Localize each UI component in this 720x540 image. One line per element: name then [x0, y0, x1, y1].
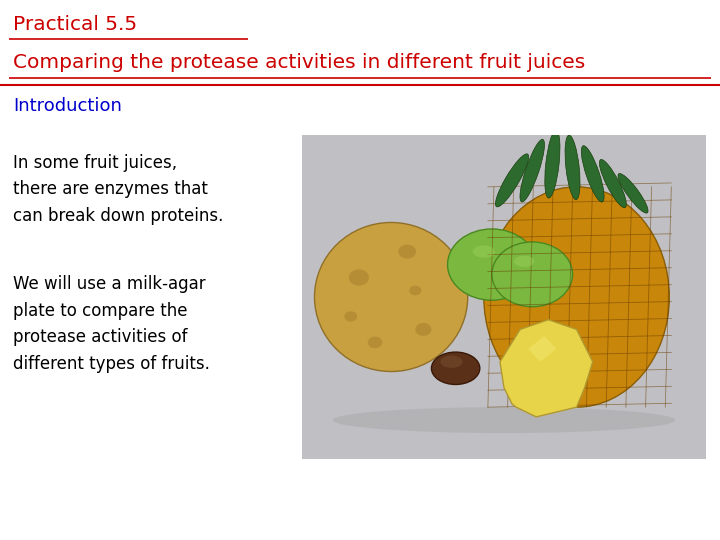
Ellipse shape	[599, 159, 626, 208]
Text: Comparing the protease activities in different fruit juices: Comparing the protease activities in dif…	[13, 52, 585, 71]
Ellipse shape	[520, 139, 544, 202]
Ellipse shape	[315, 222, 468, 372]
Polygon shape	[500, 320, 593, 417]
Ellipse shape	[581, 146, 604, 202]
Ellipse shape	[514, 255, 534, 267]
Ellipse shape	[484, 187, 670, 407]
Ellipse shape	[495, 154, 528, 207]
Polygon shape	[528, 336, 557, 362]
Ellipse shape	[484, 187, 670, 407]
Ellipse shape	[545, 130, 560, 198]
Ellipse shape	[618, 173, 648, 213]
Circle shape	[492, 242, 572, 307]
Ellipse shape	[441, 356, 463, 368]
Text: Introduction: Introduction	[13, 97, 122, 114]
Ellipse shape	[473, 245, 495, 258]
Circle shape	[415, 323, 431, 336]
Ellipse shape	[333, 407, 675, 433]
Circle shape	[348, 269, 369, 286]
Text: In some fruit juices,
there are enzymes that
can break down proteins.: In some fruit juices, there are enzymes …	[13, 154, 223, 225]
FancyBboxPatch shape	[302, 135, 706, 459]
Circle shape	[368, 336, 382, 348]
Ellipse shape	[431, 352, 480, 384]
Text: Practical 5.5: Practical 5.5	[13, 15, 137, 33]
Circle shape	[344, 311, 357, 322]
Text: We will use a milk-agar
plate to compare the
protease activities of
different ty: We will use a milk-agar plate to compare…	[13, 275, 210, 373]
Ellipse shape	[565, 135, 580, 200]
Circle shape	[398, 245, 416, 259]
Circle shape	[448, 229, 536, 300]
Circle shape	[409, 286, 421, 295]
